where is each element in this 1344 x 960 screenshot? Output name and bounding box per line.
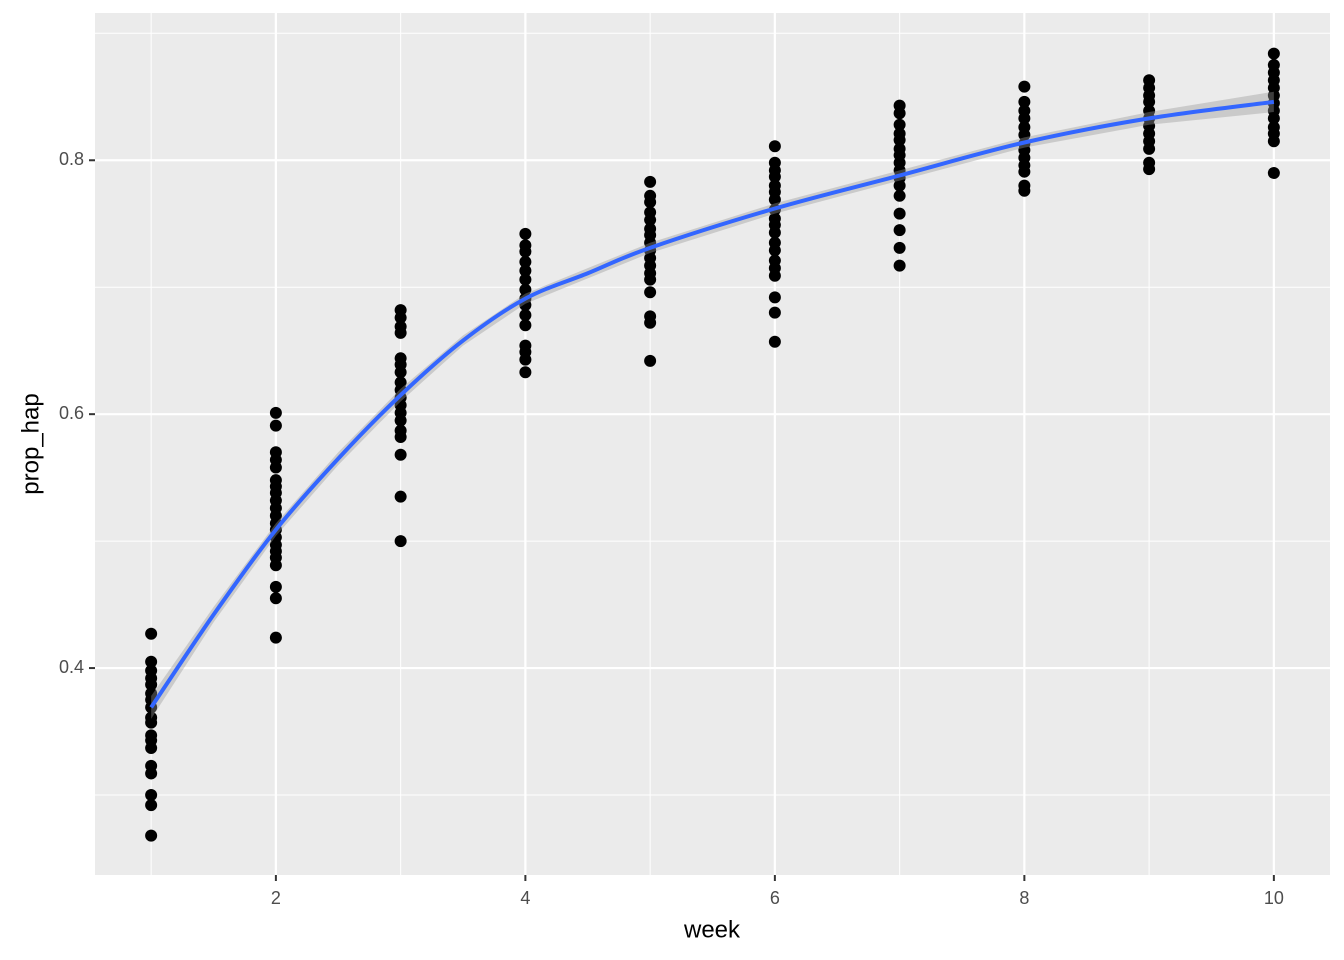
point xyxy=(269,419,282,432)
point xyxy=(145,829,158,842)
point xyxy=(644,286,657,299)
point xyxy=(893,189,906,202)
point xyxy=(1143,142,1156,155)
point xyxy=(145,716,158,729)
y-tick-label: 0.6 xyxy=(59,403,84,423)
y-tick-label: 0.4 xyxy=(59,657,84,677)
point xyxy=(269,461,282,474)
point xyxy=(145,799,158,812)
point xyxy=(145,627,158,640)
point xyxy=(1018,165,1031,178)
point xyxy=(644,196,657,209)
x-tick-label: 8 xyxy=(1019,888,1029,908)
point xyxy=(145,767,158,780)
point xyxy=(1267,135,1280,148)
point xyxy=(269,580,282,593)
point xyxy=(768,193,781,206)
point xyxy=(145,742,158,755)
point xyxy=(768,140,781,153)
point xyxy=(1018,112,1031,125)
point xyxy=(145,789,158,802)
point xyxy=(519,309,532,322)
point xyxy=(519,283,532,296)
point xyxy=(394,448,407,461)
point xyxy=(1018,95,1031,108)
point xyxy=(1267,47,1280,60)
x-axis-title: week xyxy=(683,916,741,943)
point xyxy=(768,269,781,282)
point xyxy=(519,227,532,240)
point xyxy=(768,244,781,257)
point xyxy=(893,107,906,120)
point xyxy=(768,335,781,348)
point xyxy=(519,273,532,286)
point xyxy=(644,175,657,188)
point xyxy=(519,353,532,366)
point xyxy=(394,326,407,339)
point xyxy=(893,133,906,146)
x-tick-label: 2 xyxy=(271,888,281,908)
point xyxy=(768,291,781,304)
y-axis-title: prop_hap xyxy=(17,393,44,494)
point xyxy=(269,631,282,644)
point xyxy=(1143,163,1156,176)
point xyxy=(893,179,906,192)
point xyxy=(394,431,407,444)
point xyxy=(145,678,158,691)
y-tick-label: 0.8 xyxy=(59,149,84,169)
point xyxy=(519,366,532,379)
point xyxy=(269,592,282,605)
point xyxy=(644,316,657,329)
point xyxy=(394,535,407,548)
point xyxy=(893,224,906,237)
point xyxy=(893,241,906,254)
point xyxy=(893,207,906,220)
point xyxy=(394,311,407,324)
point xyxy=(394,414,407,427)
point xyxy=(644,213,657,226)
point xyxy=(269,406,282,419)
point xyxy=(1143,95,1156,108)
point xyxy=(145,655,158,668)
point xyxy=(1018,128,1031,141)
point xyxy=(893,259,906,272)
smooth-line xyxy=(149,99,1275,709)
point xyxy=(1018,80,1031,93)
point xyxy=(519,264,532,277)
point xyxy=(893,118,906,131)
point xyxy=(1267,112,1280,125)
x-tick-label: 4 xyxy=(520,888,530,908)
x-tick-label: 6 xyxy=(770,888,780,908)
point xyxy=(768,226,781,239)
point xyxy=(644,273,657,286)
x-tick-label: 10 xyxy=(1264,888,1284,908)
point xyxy=(394,490,407,503)
point xyxy=(1267,166,1280,179)
point xyxy=(394,366,407,379)
point xyxy=(269,559,282,572)
point xyxy=(644,354,657,367)
panel xyxy=(95,13,1330,875)
point xyxy=(519,319,532,332)
point xyxy=(1018,184,1031,197)
point xyxy=(519,255,532,268)
point xyxy=(519,245,532,258)
point xyxy=(768,170,781,183)
point xyxy=(768,306,781,319)
